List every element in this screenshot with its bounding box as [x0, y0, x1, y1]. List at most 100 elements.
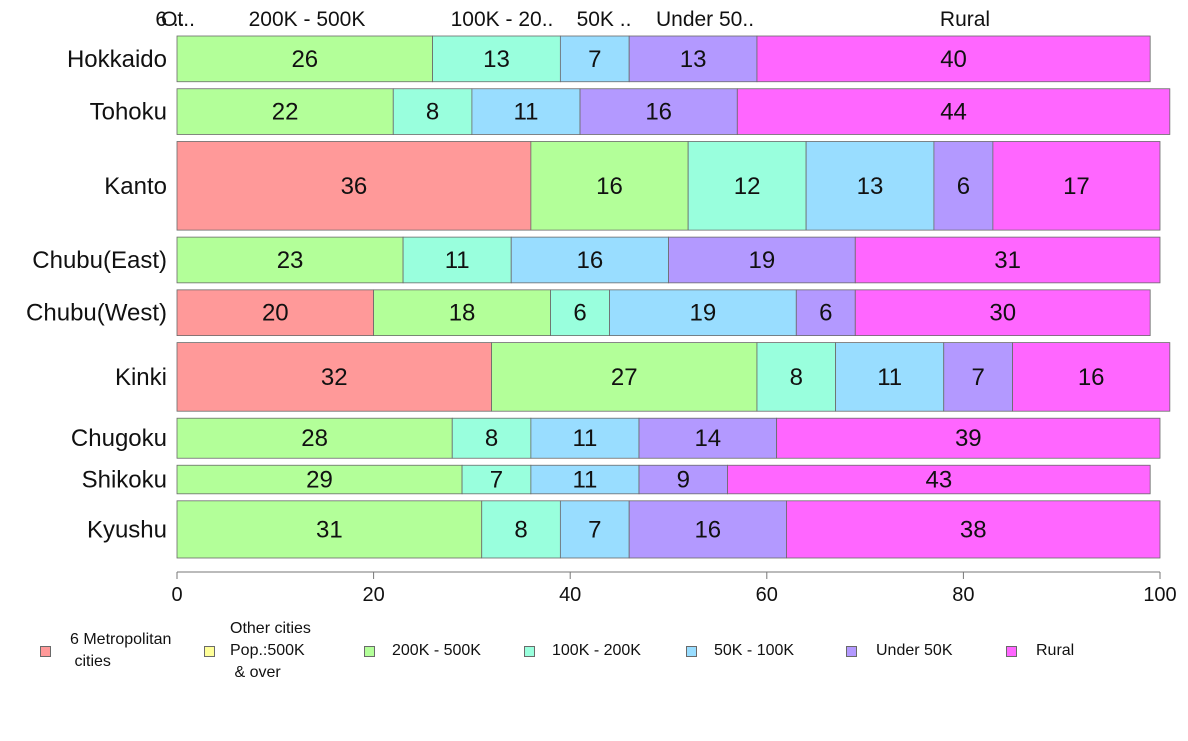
legend-swatch-metropolitan — [40, 646, 51, 657]
data-label-shikoku-s4: 11 — [572, 467, 597, 494]
bar-segment-shikoku-s3 — [461, 464, 532, 495]
legend-swatch-other-cities — [204, 646, 215, 657]
legend-label-under-50k: Under 50K — [876, 642, 953, 659]
bar-segment-hokkaido-s3 — [432, 35, 561, 83]
x-tick-label-40: 40 — [559, 584, 581, 606]
x-tick-label-0: 0 — [171, 584, 182, 606]
data-label-chugoku-s6: 39 — [955, 425, 982, 452]
data-label-kanto-s3: 12 — [734, 173, 761, 200]
data-label-chubu-east-s6: 31 — [994, 247, 1021, 274]
bar-segment-kinki-s0 — [176, 342, 492, 412]
category-label-chugoku: Chugoku — [71, 425, 167, 452]
top-series-label-0: 6 .. — [155, 8, 184, 31]
data-label-hokkaido-s6: 40 — [940, 46, 967, 73]
data-label-tohoku-s2: 22 — [272, 99, 299, 126]
legend-swatch-200k-500k — [364, 646, 375, 657]
category-label-chubu-west: Chubu(West) — [26, 300, 167, 327]
data-label-kanto-s2: 16 — [596, 173, 623, 200]
bar-segment-tohoku-s2 — [176, 88, 394, 135]
bar-segment-kinki-s6 — [1012, 342, 1171, 412]
top-series-label-2: 200K - 500K — [249, 8, 366, 31]
x-tick-label-80: 80 — [952, 584, 974, 606]
data-label-chubu-east-s4: 16 — [577, 247, 604, 274]
bar-segment-kyushu-s3 — [481, 500, 561, 559]
data-label-chugoku-s4: 11 — [572, 425, 597, 452]
data-label-chugoku-s5: 14 — [694, 425, 721, 452]
data-label-kyushu-s2: 31 — [316, 516, 343, 543]
bar-segment-kinki-s2 — [491, 342, 758, 412]
category-label-tohoku: Tohoku — [90, 99, 167, 126]
data-label-chubu-west-s2: 18 — [449, 300, 476, 327]
category-label-hokkaido: Hokkaido — [67, 46, 167, 73]
legend-swatch-100k-200k — [524, 646, 535, 657]
bar-segment-chugoku-s4 — [530, 417, 640, 459]
legend-label-metropolitan: 6 Metropolitan cities — [70, 631, 172, 670]
top-series-label-3: 100K - 20.. — [451, 8, 554, 31]
legend-swatch-50k-100k — [686, 646, 697, 657]
category-label-shikoku: Shikoku — [82, 467, 167, 494]
top-series-label-6: Rural — [940, 8, 990, 31]
data-label-shikoku-s5: 9 — [677, 467, 690, 494]
data-label-tohoku-s6: 44 — [940, 99, 967, 126]
category-label-kyushu: Kyushu — [87, 516, 167, 543]
bar-segment-hokkaido-s2 — [176, 35, 433, 83]
bar-segment-kinki-s4 — [835, 342, 945, 412]
bar-segment-chubu-west-s0 — [176, 289, 375, 336]
category-label-kanto: Kanto — [104, 173, 167, 200]
bar-segment-chubu-east-s2 — [176, 236, 404, 284]
top-series-label-5: Under 50.. — [656, 8, 754, 31]
data-label-chubu-west-s0: 20 — [262, 300, 289, 327]
category-label-kinki: Kinki — [115, 364, 167, 391]
data-label-kyushu-s6: 38 — [960, 516, 987, 543]
bar-segment-kinki-s5 — [943, 342, 1013, 412]
bar-segment-tohoku-s6 — [736, 88, 1171, 135]
bar-segment-tohoku-s3 — [392, 88, 473, 135]
bar-segment-shikoku-s6 — [727, 464, 1151, 495]
legend-label-200k-500k: 200K - 500K — [392, 642, 481, 659]
top-series-label-1: Ot.. — [161, 8, 195, 31]
data-label-kanto-s5: 6 — [957, 173, 970, 200]
bar-segment-chubu-east-s3 — [402, 236, 512, 284]
data-label-tohoku-s5: 16 — [645, 99, 672, 126]
data-label-hokkaido-s5: 13 — [680, 46, 707, 73]
data-label-shikoku-s6: 43 — [925, 467, 952, 494]
bar-segment-hokkaido-s6 — [756, 35, 1151, 83]
category-label-chubu-east: Chubu(East) — [32, 247, 167, 274]
data-label-chugoku-s3: 8 — [485, 425, 498, 452]
bar-segment-shikoku-s2 — [176, 464, 463, 495]
data-label-shikoku-s3: 7 — [490, 467, 503, 494]
top-series-label-4: 50K .. — [577, 8, 632, 31]
bar-segment-kanto-s6 — [992, 141, 1161, 231]
bar-segment-chugoku-s2 — [176, 417, 453, 459]
bar-segment-chubu-west-s2 — [373, 289, 551, 336]
data-label-hokkaido-s3: 13 — [483, 46, 510, 73]
bar-segment-chugoku-s3 — [451, 417, 532, 459]
data-label-shikoku-s2: 29 — [306, 467, 333, 494]
bar-segment-chubu-west-s5 — [795, 289, 856, 336]
data-label-hokkaido-s4: 7 — [588, 46, 601, 73]
data-label-kinki-s6: 16 — [1078, 364, 1105, 391]
data-label-kyushu-s3: 8 — [514, 516, 527, 543]
data-label-kinki-s0: 32 — [321, 364, 348, 391]
data-label-hokkaido-s2: 26 — [291, 46, 318, 73]
legend-swatch-rural — [1006, 646, 1017, 657]
bar-segment-kanto-s0 — [176, 141, 532, 231]
data-label-chubu-west-s5: 6 — [819, 300, 832, 327]
bar-segment-kyushu-s6 — [786, 500, 1161, 559]
data-label-kanto-s4: 13 — [857, 173, 884, 200]
x-tick-label-60: 60 — [756, 584, 778, 606]
bar-segment-chugoku-s6 — [776, 417, 1161, 459]
bar-segment-chubu-east-s6 — [854, 236, 1161, 284]
data-label-tohoku-s3: 8 — [426, 99, 439, 126]
data-label-kanto-s0: 36 — [341, 173, 368, 200]
legend-label-100k-200k: 100K - 200K — [552, 642, 641, 659]
data-label-chubu-west-s6: 30 — [989, 300, 1016, 327]
legend-swatch-under-50k — [846, 646, 857, 657]
legend-label-rural: Rural — [1036, 642, 1075, 659]
bar-segment-kyushu-s5 — [628, 500, 787, 559]
data-label-chubu-west-s4: 19 — [690, 300, 717, 327]
data-label-chubu-east-s3: 11 — [445, 247, 470, 274]
x-tick-label-100: 100 — [1143, 584, 1176, 606]
